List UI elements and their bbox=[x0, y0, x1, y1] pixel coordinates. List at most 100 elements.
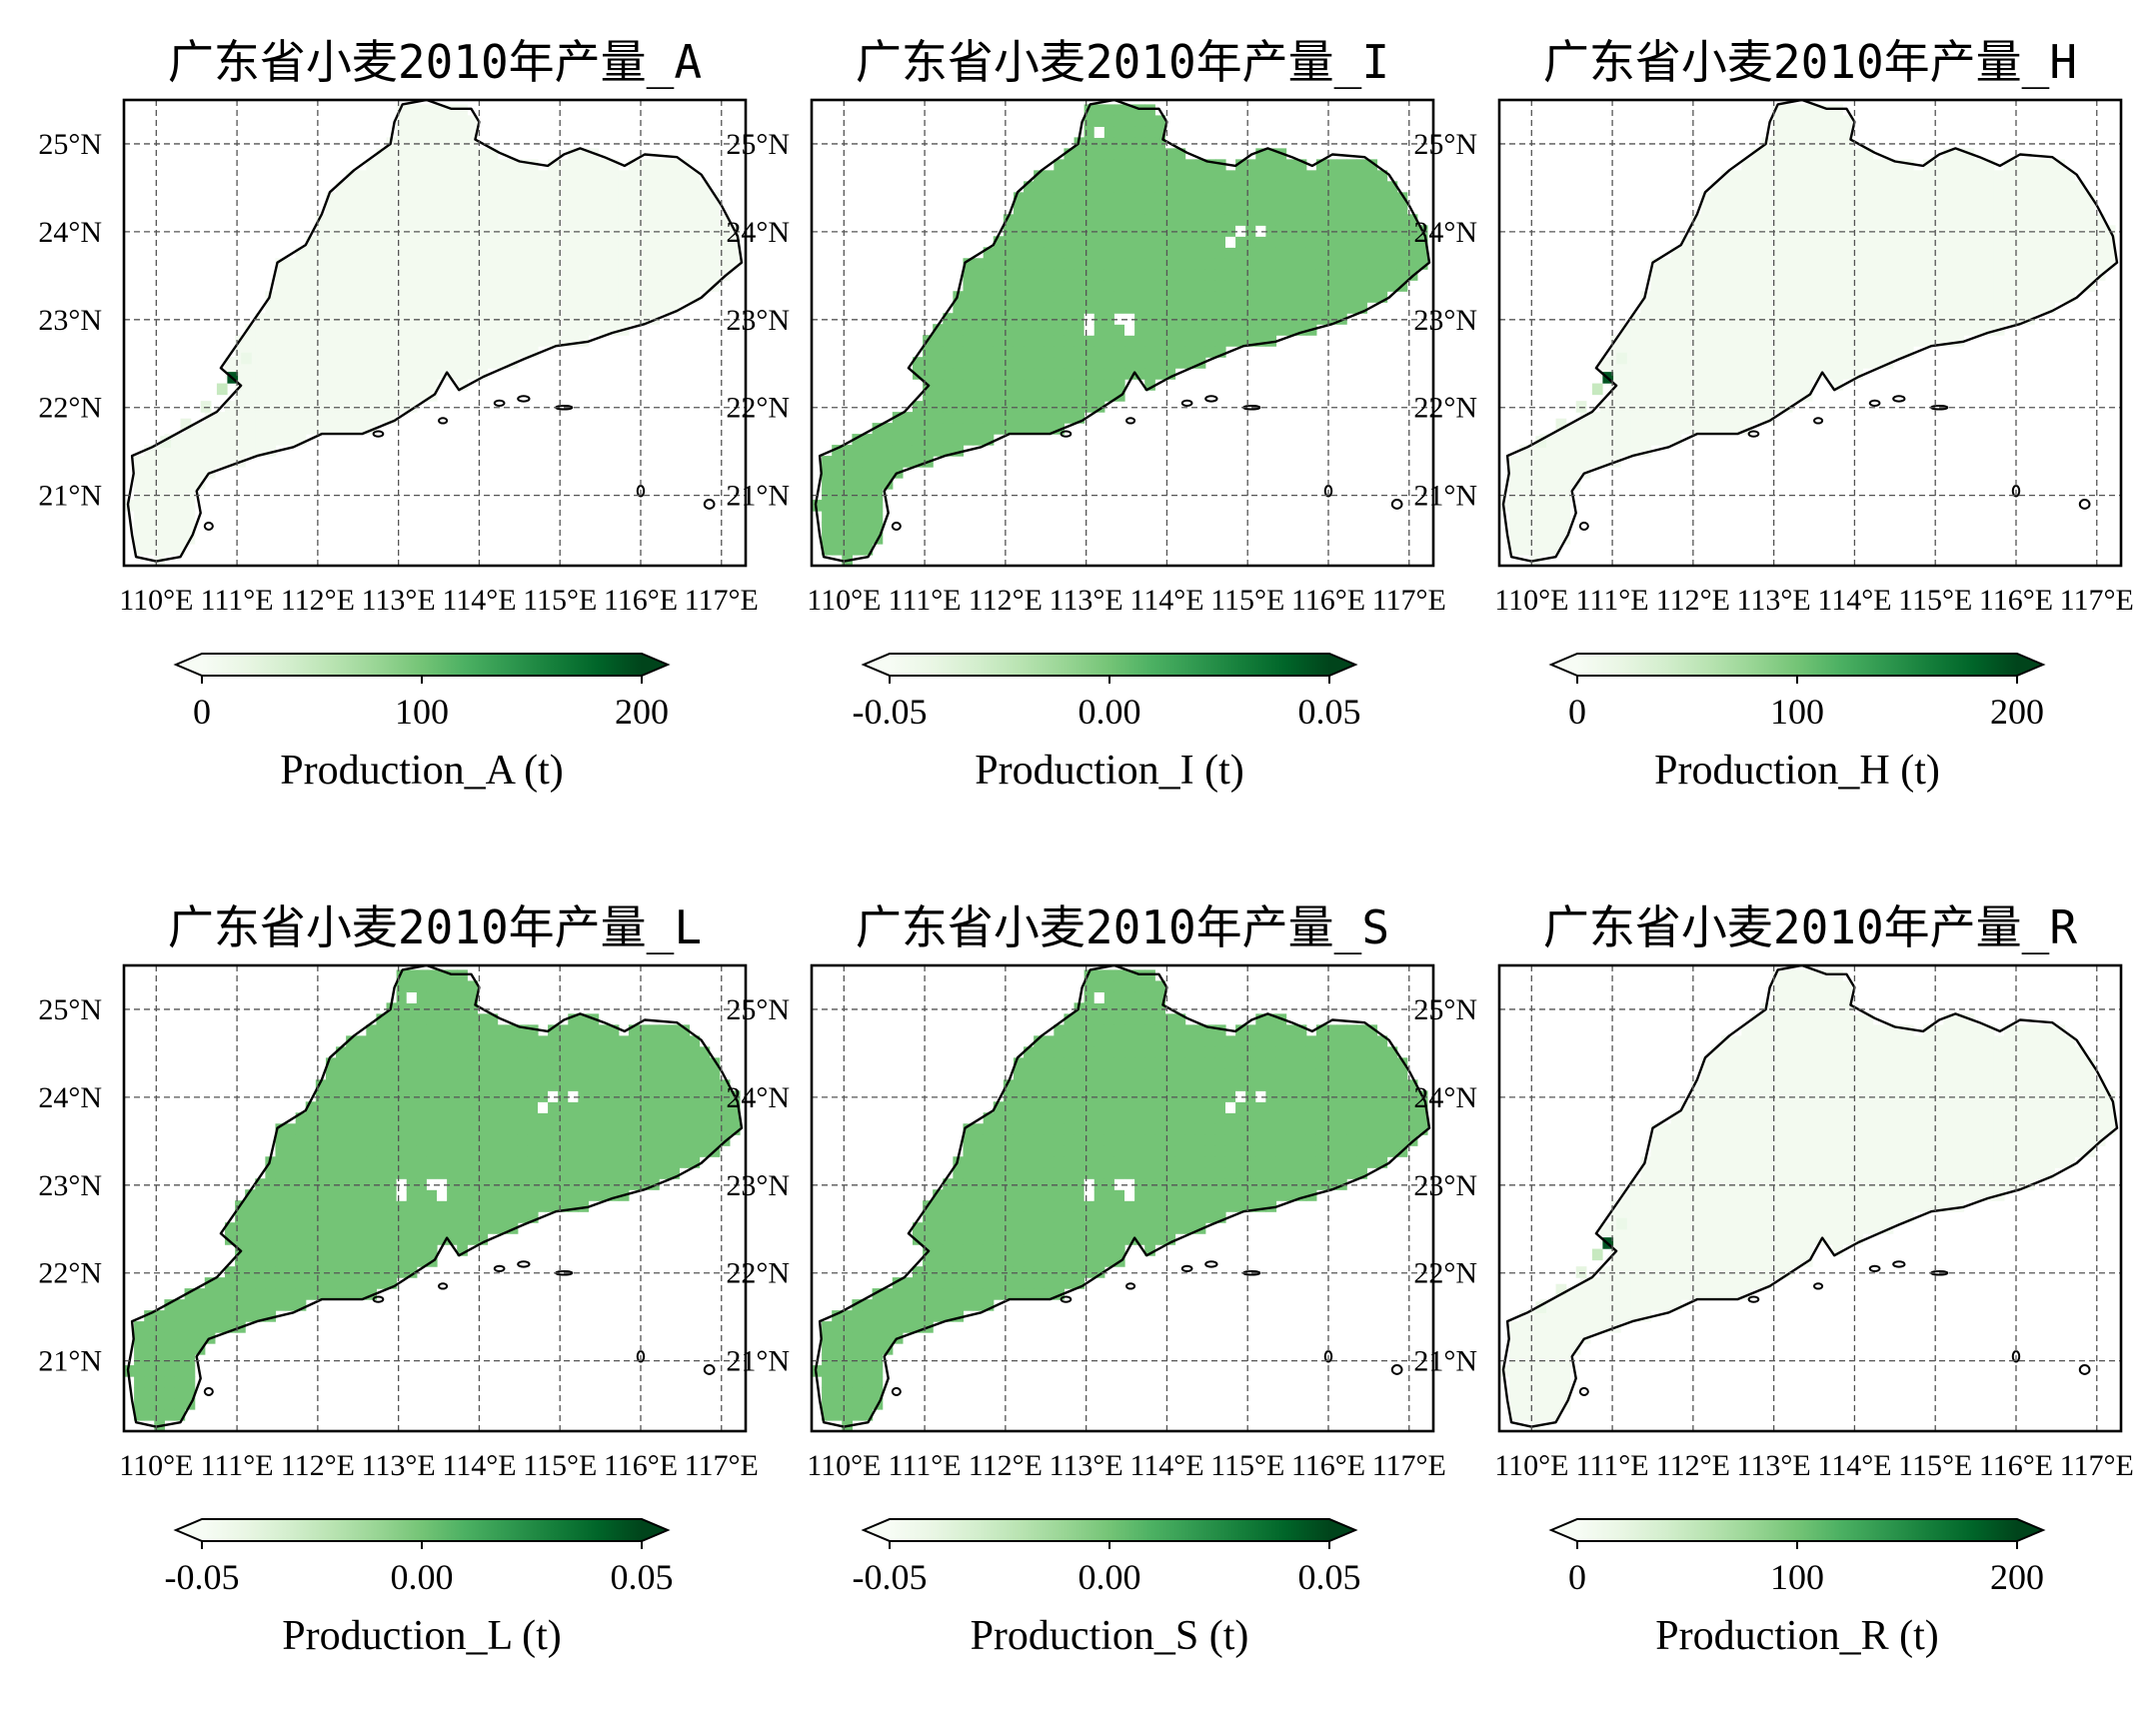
grid-cell bbox=[457, 192, 468, 204]
grid-cell bbox=[1812, 368, 1823, 380]
grid-cell bbox=[618, 302, 630, 314]
grid-cell bbox=[457, 269, 468, 281]
grid-cell bbox=[406, 269, 418, 281]
grid-cell bbox=[1923, 291, 1934, 303]
grid-cell bbox=[923, 1255, 934, 1267]
grid-cell bbox=[376, 1244, 388, 1256]
grid-cell bbox=[608, 1046, 620, 1058]
grid-cell bbox=[1519, 445, 1530, 457]
grid-cell bbox=[548, 181, 559, 193]
grid-cell bbox=[649, 1024, 660, 1036]
grid-cell bbox=[1144, 192, 1155, 204]
grid-cell bbox=[1113, 1112, 1125, 1124]
grid-cell bbox=[649, 269, 660, 281]
grid-cell bbox=[1265, 1189, 1277, 1201]
grid-cell bbox=[1690, 291, 1702, 303]
grid-cell bbox=[1346, 291, 1357, 303]
grid-cell bbox=[1630, 368, 1641, 380]
grid-cell bbox=[548, 1123, 559, 1135]
grid-cell bbox=[1134, 1200, 1145, 1212]
grid-cell bbox=[315, 291, 327, 303]
grid-cell bbox=[507, 181, 519, 193]
grid-cell bbox=[2013, 291, 2025, 303]
grid-cell bbox=[1054, 269, 1066, 281]
grid-cell bbox=[426, 1134, 438, 1146]
grid-cell bbox=[376, 368, 388, 380]
grid-cell bbox=[1265, 181, 1277, 193]
grid-cell bbox=[1346, 203, 1357, 215]
grid-cell bbox=[1872, 258, 1884, 270]
grid-cell bbox=[1791, 104, 1803, 116]
grid-cell bbox=[933, 401, 944, 413]
grid-cell bbox=[467, 1090, 479, 1102]
grid-cell bbox=[144, 500, 155, 512]
grid-cell bbox=[285, 335, 297, 347]
grid-cell bbox=[346, 357, 357, 369]
grid-cell bbox=[487, 1013, 499, 1025]
grid-cell bbox=[598, 280, 610, 292]
grid-cell bbox=[558, 313, 569, 325]
grid-cell bbox=[1024, 1079, 1035, 1091]
grid-cell bbox=[1255, 192, 1266, 204]
grid-cell bbox=[872, 1321, 884, 1333]
grid-cell bbox=[467, 335, 479, 347]
grid-cell bbox=[1083, 1123, 1095, 1135]
grid-cell bbox=[608, 1189, 620, 1201]
grid-cell bbox=[1721, 214, 1732, 226]
grid-cell bbox=[517, 192, 529, 204]
grid-cell bbox=[983, 313, 995, 325]
grid-cell bbox=[1164, 258, 1176, 270]
grid-cell bbox=[416, 1035, 428, 1047]
grid-cell bbox=[568, 225, 579, 237]
grid-cell bbox=[1204, 170, 1216, 182]
grid-cell bbox=[1113, 280, 1125, 292]
grid-cell bbox=[537, 181, 549, 193]
grid-cell bbox=[1801, 357, 1813, 369]
grid-cell bbox=[164, 1365, 176, 1377]
grid-cell bbox=[1003, 1277, 1015, 1289]
grid-cell bbox=[1812, 214, 1823, 226]
grid-cell bbox=[1034, 1222, 1045, 1234]
grid-cell bbox=[174, 1299, 186, 1311]
grid-cell bbox=[144, 1409, 155, 1421]
grid-cell bbox=[1862, 269, 1874, 281]
grid-cell bbox=[1113, 258, 1125, 270]
grid-cell bbox=[1224, 1057, 1236, 1069]
grid-cell bbox=[953, 1222, 965, 1234]
grid-cell bbox=[1963, 291, 1975, 303]
grid-cell bbox=[1993, 181, 2005, 193]
grid-cell bbox=[1771, 181, 1783, 193]
grid-cell bbox=[346, 302, 357, 314]
grid-cell bbox=[1700, 258, 1712, 270]
grid-cell bbox=[1044, 247, 1055, 259]
grid-cell bbox=[527, 1134, 539, 1146]
grid-cell bbox=[1569, 434, 1581, 446]
grid-cell bbox=[154, 500, 165, 512]
grid-cell bbox=[578, 1156, 590, 1168]
grid-cell bbox=[1842, 313, 1854, 325]
grid-cell bbox=[1973, 236, 1985, 248]
grid-cell bbox=[315, 368, 327, 380]
grid-cell bbox=[1083, 1134, 1095, 1146]
grid-cell bbox=[1781, 379, 1793, 391]
grid-cell bbox=[437, 115, 448, 127]
grid-cell bbox=[325, 192, 337, 204]
grid-cell bbox=[1064, 357, 1076, 369]
grid-cell bbox=[305, 1189, 317, 1201]
grid-cell bbox=[527, 181, 539, 193]
grid-cell bbox=[628, 1134, 640, 1146]
grid-cell bbox=[346, 192, 357, 204]
x-tick-label: 114°E bbox=[1817, 584, 1891, 617]
grid-cell bbox=[1044, 280, 1055, 292]
grid-cell bbox=[1275, 1112, 1287, 1124]
grid-cell bbox=[507, 335, 519, 347]
grid-cell bbox=[315, 1145, 327, 1157]
grid-cell bbox=[1064, 148, 1076, 160]
grid-cell bbox=[517, 1200, 529, 1212]
grid-cell bbox=[426, 214, 438, 226]
grid-cell bbox=[618, 269, 630, 281]
grid-cell bbox=[1751, 247, 1763, 259]
grid-cell bbox=[1943, 170, 1954, 182]
grid-cell bbox=[174, 1343, 186, 1355]
grid-cell bbox=[1700, 302, 1712, 314]
